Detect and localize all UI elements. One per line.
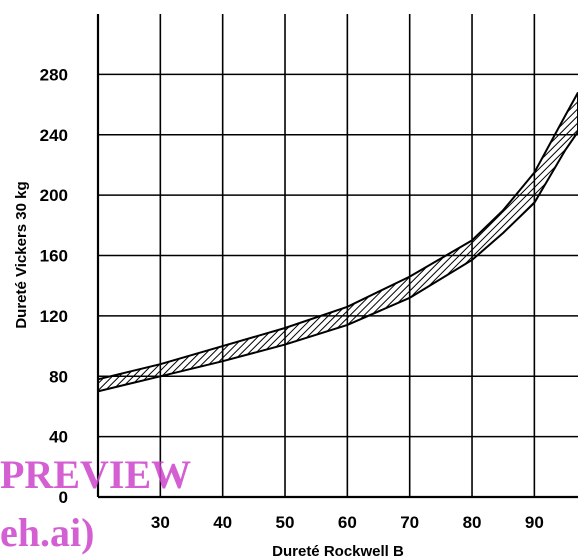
y-tick-label: 240 <box>40 126 68 145</box>
hatched-band <box>97 92 578 393</box>
grid-lines <box>96 14 578 499</box>
x-tick-label: 60 <box>338 513 357 532</box>
y-axis-title: Dureté Vickers 30 kg <box>13 181 30 328</box>
y-tick-label: 40 <box>49 428 68 447</box>
y-tick-label: 0 <box>59 488 68 507</box>
x-tick-label: 90 <box>525 513 544 532</box>
y-tick-label: 80 <box>49 367 68 386</box>
x-tick-label: 50 <box>276 513 295 532</box>
x-tick-label: 30 <box>151 513 170 532</box>
x-tick-label: 70 <box>400 513 419 532</box>
watermark-line-2: eh.ai) <box>0 510 94 555</box>
data-band <box>97 92 578 393</box>
y-tick-label: 280 <box>40 65 68 84</box>
y-tick-label: 160 <box>40 247 68 266</box>
tick-labels: 30 40 50 60 70 80 90 0 40 80 120 160 200 240 280 <box>40 65 544 532</box>
x-axis-title: Dureté Rockwell B <box>272 543 404 560</box>
y-tick-label: 120 <box>40 307 68 326</box>
x-tick-label: 40 <box>213 513 232 532</box>
x-tick-label: 80 <box>463 513 482 532</box>
y-tick-label: 200 <box>40 186 68 205</box>
watermark-line-1: PREVIEW <box>0 452 191 497</box>
